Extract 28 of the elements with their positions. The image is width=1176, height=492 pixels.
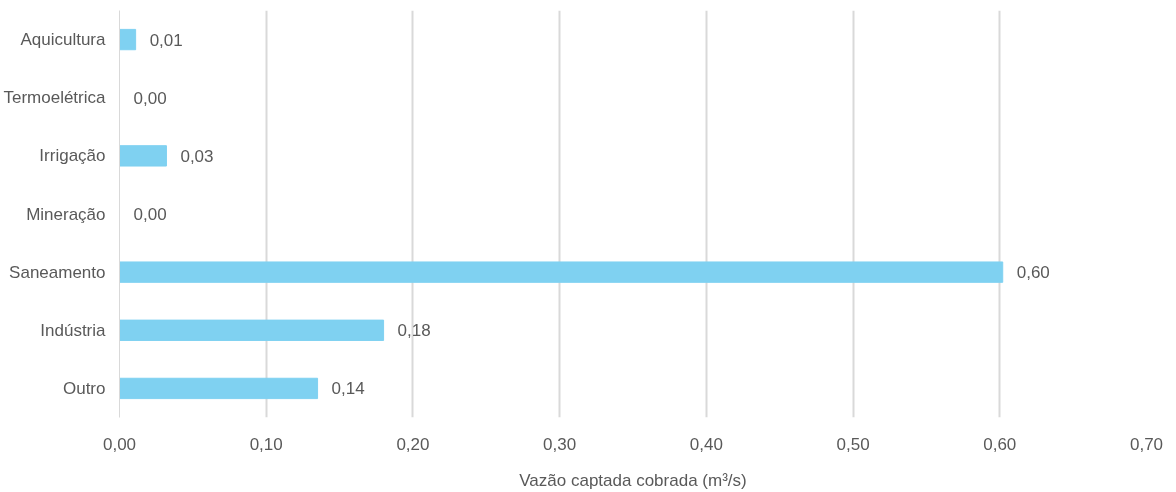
y-tick-label: Saneamento	[9, 262, 106, 282]
y-tick-label: Aquicultura	[20, 30, 107, 50]
x-tick-label: 0,50	[836, 434, 870, 454]
y-tick-label: Outro	[62, 378, 106, 398]
y-tick-label: Irrigação	[39, 146, 106, 166]
data-label: 0,00	[133, 88, 167, 108]
x-axis-title: Vazão captada cobrada (m³/s)	[519, 470, 747, 490]
bar	[119, 145, 167, 167]
x-tick-label: 0,20	[396, 434, 430, 454]
data-label: 0,18	[397, 321, 431, 341]
y-tick-label: Termoelétrica	[3, 88, 107, 108]
x-tick-label: 0,60	[983, 434, 1017, 454]
bar	[119, 319, 385, 341]
x-tick-label: 0,70	[1129, 434, 1164, 454]
x-tick-label: 0,30	[543, 434, 577, 454]
y-tick-label: Indústria	[40, 320, 107, 340]
x-tick-label: 0,00	[102, 434, 137, 454]
bar	[119, 261, 1004, 283]
y-tick-label: Mineração	[26, 204, 106, 224]
data-label: 0,03	[180, 146, 214, 166]
bar	[119, 377, 319, 400]
data-label: 0,00	[133, 205, 167, 224]
x-tick-label: 0,10	[249, 434, 283, 454]
data-label: 0,01	[149, 30, 183, 50]
x-tick-label: 0,40	[689, 434, 723, 454]
data-label: 0,60	[1016, 263, 1050, 283]
data-label: 0,14	[331, 379, 365, 399]
bar	[119, 28, 137, 51]
